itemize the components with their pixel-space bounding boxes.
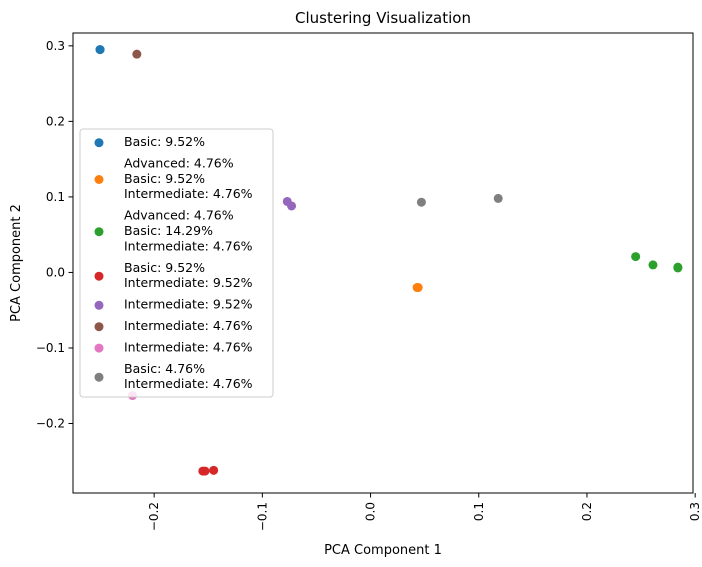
data-point-s7-p0	[416, 197, 426, 207]
legend-marker-6	[94, 343, 104, 353]
x-axis-ticks: −0.2 −0.1 0.0 0.1 0.2 0.3	[147, 493, 702, 531]
chart-title: Clustering Visualization	[295, 9, 471, 27]
legend: Basic: 9.52%Advanced: 4.76%Basic: 9.52%I…	[79, 128, 274, 398]
plot-frame	[72, 32, 694, 494]
y-tick-label-2: 0.0	[46, 265, 65, 279]
y-axis-label: PCA Component 2	[9, 204, 24, 322]
data-point-s2-p1	[648, 260, 658, 270]
data-point-s1-p1	[413, 283, 423, 293]
data-point-s3-p1	[200, 466, 210, 476]
data-point-s4-p1	[287, 201, 297, 211]
data-point-s7-p1	[493, 193, 503, 203]
legend-box	[79, 128, 274, 398]
legend-label-3-0: Basic: 9.52%	[124, 260, 205, 275]
data-point-s2-p3	[673, 262, 683, 272]
x-tick-label-1: −0.1	[255, 502, 269, 531]
data-point-s3-p2	[209, 465, 219, 475]
y-tick-label-4: 0.2	[46, 114, 65, 128]
points-layer	[95, 45, 683, 476]
legend-label-2-0: Advanced: 4.76%	[124, 208, 234, 223]
y-axis-ticks: −0.2 −0.1 0.0 0.1 0.2 0.3	[36, 39, 73, 431]
legend-marker-4	[94, 300, 104, 310]
legend-entries: Basic: 9.52%Advanced: 4.76%Basic: 9.52%I…	[94, 134, 253, 391]
x-tick-label-5: 0.3	[688, 502, 702, 521]
legend-label-1-0: Advanced: 4.76%	[124, 155, 234, 170]
x-tick-label-4: 0.2	[580, 502, 594, 521]
x-tick-label-3: 0.1	[472, 502, 486, 521]
legend-label-5-0: Intermediate: 4.76%	[124, 318, 253, 333]
legend-label-7-0: Basic: 4.76%	[124, 361, 205, 376]
legend-marker-0	[94, 138, 104, 148]
y-tick-label-5: 0.3	[46, 39, 65, 53]
data-point-s2-p0	[631, 252, 641, 262]
legend-marker-5	[94, 322, 104, 332]
data-point-s5-p0	[132, 49, 142, 59]
legend-label-0-0: Basic: 9.52%	[124, 134, 205, 149]
legend-label-2-1: Basic: 14.29%	[124, 223, 213, 238]
x-tick-label-2: 0.0	[364, 502, 378, 521]
y-tick-label-0: −0.2	[36, 417, 65, 431]
y-tick-label-1: −0.1	[36, 341, 65, 355]
legend-label-6-0: Intermediate: 4.76%	[124, 339, 253, 354]
legend-label-2-2: Intermediate: 4.76%	[124, 238, 253, 253]
legend-label-7-1: Intermediate: 4.76%	[124, 376, 253, 391]
legend-label-1-1: Basic: 9.52%	[124, 171, 205, 186]
legend-label-1-2: Intermediate: 4.76%	[124, 186, 253, 201]
legend-marker-1	[94, 175, 104, 184]
data-point-s0-p1	[95, 45, 105, 55]
legend-marker-7	[94, 372, 104, 382]
y-tick-label-3: 0.1	[46, 190, 65, 204]
legend-marker-3	[94, 271, 104, 281]
x-axis-label: PCA Component 1	[324, 543, 442, 558]
legend-label-4-0: Intermediate: 9.52%	[124, 297, 253, 312]
legend-marker-2	[94, 227, 104, 237]
x-tick-label-0: −0.2	[147, 502, 161, 531]
legend-label-3-1: Intermediate: 9.52%	[124, 275, 253, 290]
